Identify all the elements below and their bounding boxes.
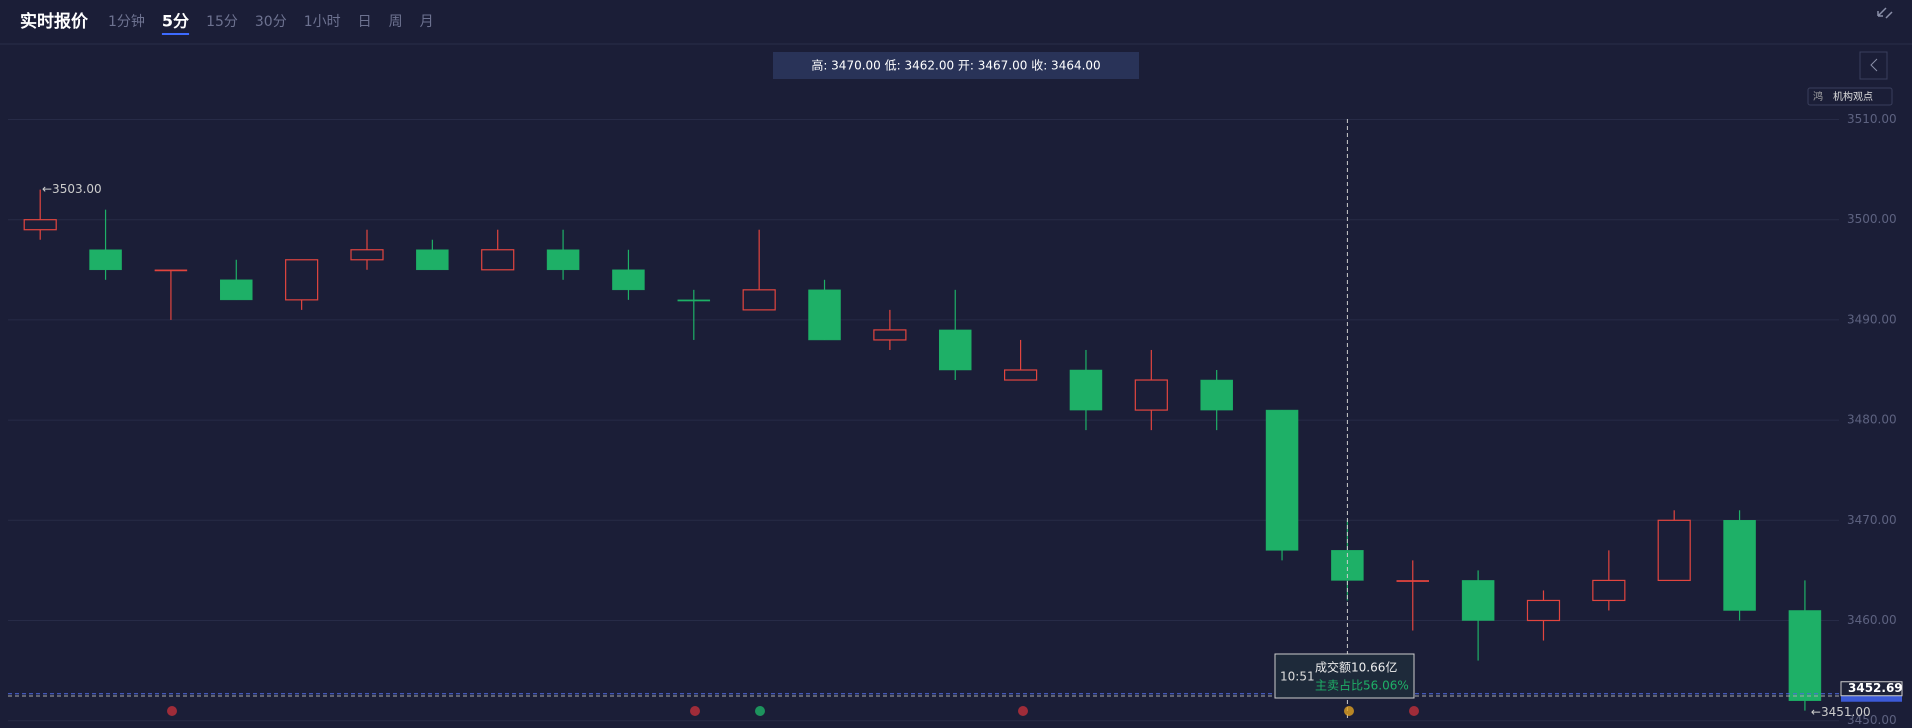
candle-body xyxy=(1723,520,1756,611)
candle-body xyxy=(1134,379,1168,411)
chevron xyxy=(1870,58,1878,72)
candle-body xyxy=(23,219,57,231)
candle-body xyxy=(1003,369,1038,381)
candle-body xyxy=(1526,599,1561,622)
max-label: ←3503.00 xyxy=(42,182,102,196)
candle-body xyxy=(1396,580,1430,582)
last-price-label: 3452.69 xyxy=(1848,681,1903,695)
tooltip-time: 10:51 xyxy=(1280,670,1315,684)
candle-body xyxy=(1265,409,1299,551)
candle-body xyxy=(1200,379,1233,411)
tab[interactable]: 30分 xyxy=(255,14,287,30)
tab[interactable]: 日 xyxy=(358,14,372,30)
candle-body xyxy=(285,259,319,301)
tag-icon: 鸿 xyxy=(1813,90,1823,103)
tooltip-ratio: 主卖占比56.06% xyxy=(1315,678,1409,693)
event-marker[interactable] xyxy=(167,706,177,716)
candle-body xyxy=(612,269,645,291)
tabs: 1分钟 5分 15分 30分 1小时 日 周 月 xyxy=(108,12,434,35)
y-tick-label: 3470.00 xyxy=(1847,513,1897,527)
tab[interactable]: 1分钟 xyxy=(108,13,145,30)
y-tick-label: 3480.00 xyxy=(1847,413,1897,427)
tab[interactable]: 5分 xyxy=(162,12,189,31)
y-tick-label: 3500.00 xyxy=(1847,212,1897,226)
tab[interactable]: 15分 xyxy=(206,14,238,30)
y-tick-label: 3460.00 xyxy=(1847,613,1897,627)
event-marker[interactable] xyxy=(690,706,700,716)
candle-body xyxy=(350,249,384,261)
plot: 3450.00 3460.00 3470.00 3480.00 3490.00 3500.… xyxy=(8,112,1903,727)
candle-body xyxy=(89,249,122,271)
collapse-icon[interactable] xyxy=(1877,7,1893,19)
y-tick-label: 3450.00 xyxy=(1847,713,1897,727)
tag-label: 机构观点 xyxy=(1833,90,1873,103)
last-price-box-top xyxy=(1840,681,1903,697)
candle-body xyxy=(154,269,188,272)
y-tick-label: 3490.00 xyxy=(1847,312,1897,326)
tab-underline xyxy=(161,33,190,35)
candle-body xyxy=(1069,369,1103,411)
candle-body xyxy=(546,249,580,271)
tooltip-amount: 成交额10.66亿 xyxy=(1315,660,1397,675)
candle-body xyxy=(938,329,972,371)
candle-body xyxy=(220,279,253,301)
min-label: ←3451.00 xyxy=(1811,705,1871,719)
tab[interactable]: 周 xyxy=(389,14,403,30)
event-marker[interactable] xyxy=(1409,706,1419,716)
tab[interactable]: 月 xyxy=(420,14,434,30)
event-marker[interactable] xyxy=(755,706,765,716)
info-bar xyxy=(773,52,1139,79)
candle-body xyxy=(416,249,449,271)
candle-body xyxy=(1657,519,1691,582)
y-tick-label: 3510.00 xyxy=(1847,112,1897,126)
info-text: 高: 3470.00 低: 3462.00 开: 3467.00 收: 3464… xyxy=(811,58,1100,73)
event-marker[interactable] xyxy=(1344,706,1354,716)
candle-body xyxy=(1788,610,1822,701)
side-button[interactable] xyxy=(1859,51,1888,80)
tooltip-box xyxy=(1274,653,1415,699)
candle-body xyxy=(677,299,711,302)
candle-body xyxy=(1592,579,1626,602)
candle-body xyxy=(873,329,907,341)
candle-body xyxy=(808,289,841,341)
event-marker[interactable] xyxy=(1018,706,1028,716)
tab[interactable]: 1小时 xyxy=(304,14,341,30)
candle-body xyxy=(481,249,515,271)
candle-body xyxy=(1461,580,1495,621)
candle-body xyxy=(742,289,776,311)
panel-title: 实时报价 xyxy=(20,11,89,32)
tag-box[interactable] xyxy=(1807,87,1893,106)
